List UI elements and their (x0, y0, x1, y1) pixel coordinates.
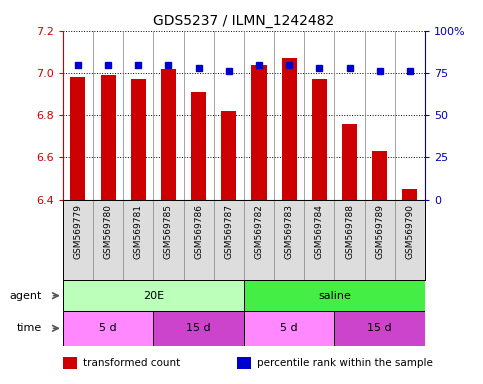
Text: GSM569789: GSM569789 (375, 204, 384, 259)
Text: percentile rank within the sample: percentile rank within the sample (256, 358, 432, 368)
Text: GSM569780: GSM569780 (103, 204, 113, 259)
Text: GSM569782: GSM569782 (255, 204, 264, 258)
Text: GSM569781: GSM569781 (134, 204, 143, 259)
Bar (282, 58, 297, 200)
Title: GDS5237 / ILMN_1242482: GDS5237 / ILMN_1242482 (153, 14, 335, 28)
Bar (244, 311, 334, 346)
Bar (312, 79, 327, 200)
Bar (237, 357, 251, 369)
Bar (100, 75, 115, 200)
Bar (71, 77, 85, 200)
Bar (334, 311, 425, 346)
Bar (131, 79, 146, 200)
Bar (244, 280, 425, 311)
Bar (191, 92, 206, 200)
Text: transformed count: transformed count (83, 358, 180, 368)
Text: GSM569783: GSM569783 (284, 204, 294, 259)
Text: agent: agent (9, 291, 42, 301)
Text: 15 d: 15 d (186, 323, 211, 333)
Text: GSM569788: GSM569788 (345, 204, 354, 259)
Bar (372, 151, 387, 200)
Text: GSM569786: GSM569786 (194, 204, 203, 259)
Bar (252, 65, 267, 200)
Text: saline: saline (318, 291, 351, 301)
Text: 15 d: 15 d (368, 323, 392, 333)
Bar (402, 189, 417, 200)
Text: GSM569784: GSM569784 (315, 204, 324, 258)
Bar (154, 311, 244, 346)
Text: 20E: 20E (143, 291, 164, 301)
Bar (221, 111, 236, 200)
Text: GSM569785: GSM569785 (164, 204, 173, 259)
Text: time: time (16, 323, 42, 333)
Bar (342, 124, 357, 200)
Bar (63, 280, 244, 311)
Text: GSM569787: GSM569787 (224, 204, 233, 259)
Text: GSM569779: GSM569779 (73, 204, 83, 259)
Bar (161, 69, 176, 200)
Bar (63, 311, 154, 346)
Text: 5 d: 5 d (281, 323, 298, 333)
Bar (63, 357, 77, 369)
Text: 5 d: 5 d (99, 323, 117, 333)
Text: GSM569790: GSM569790 (405, 204, 414, 259)
